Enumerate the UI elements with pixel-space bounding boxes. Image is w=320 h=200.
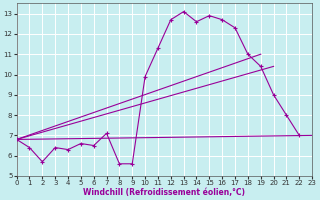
X-axis label: Windchill (Refroidissement éolien,°C): Windchill (Refroidissement éolien,°C) [84, 188, 245, 197]
